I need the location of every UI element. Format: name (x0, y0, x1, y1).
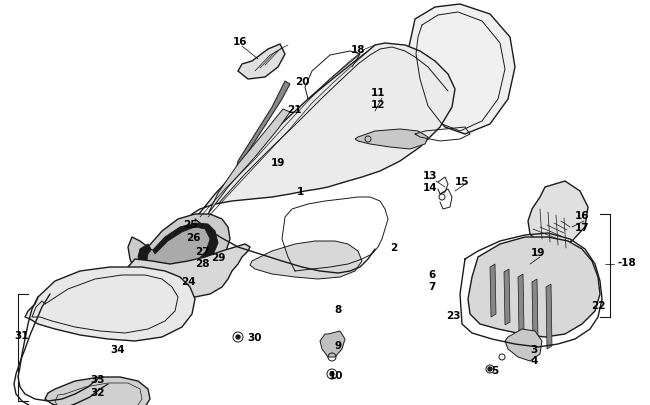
Text: 20: 20 (294, 77, 309, 87)
Polygon shape (208, 110, 290, 215)
Text: 1: 1 (296, 187, 304, 196)
Text: 34: 34 (111, 344, 125, 354)
Text: 8: 8 (334, 304, 342, 314)
Text: 5: 5 (491, 365, 499, 375)
Text: 14: 14 (422, 183, 437, 192)
Polygon shape (408, 5, 515, 135)
Text: 15: 15 (455, 177, 469, 187)
Polygon shape (190, 44, 455, 220)
Polygon shape (250, 241, 362, 279)
Polygon shape (518, 274, 524, 333)
Text: 31: 31 (15, 330, 29, 340)
Text: 2: 2 (391, 243, 398, 252)
Text: 26: 26 (186, 232, 200, 243)
Text: 22: 22 (591, 300, 605, 310)
Polygon shape (490, 264, 496, 317)
Polygon shape (45, 377, 150, 405)
Polygon shape (138, 224, 218, 279)
Text: 30: 30 (248, 332, 262, 342)
Text: -18: -18 (618, 257, 637, 267)
Polygon shape (528, 181, 588, 247)
Text: 19: 19 (271, 158, 285, 168)
Polygon shape (128, 215, 230, 287)
Text: 32: 32 (91, 387, 105, 397)
Polygon shape (320, 331, 345, 357)
Polygon shape (25, 267, 195, 341)
Polygon shape (505, 329, 542, 361)
Circle shape (488, 367, 492, 371)
Text: 18: 18 (351, 45, 365, 55)
Text: 21: 21 (287, 105, 301, 115)
Circle shape (236, 335, 240, 339)
Polygon shape (532, 279, 538, 341)
Text: 11: 11 (370, 88, 385, 98)
Text: 10: 10 (329, 370, 343, 380)
Text: 23: 23 (446, 310, 460, 320)
Text: 24: 24 (181, 276, 195, 286)
Text: 9: 9 (335, 340, 341, 350)
Polygon shape (147, 228, 210, 274)
Circle shape (330, 372, 334, 376)
Text: 27: 27 (195, 246, 209, 256)
Polygon shape (468, 237, 600, 337)
Text: 6: 6 (428, 269, 436, 279)
Text: 4: 4 (530, 355, 538, 365)
Text: 7: 7 (428, 281, 436, 291)
Text: 29: 29 (211, 252, 225, 262)
Polygon shape (504, 269, 510, 325)
Text: 3: 3 (530, 344, 538, 354)
Polygon shape (235, 82, 290, 175)
Text: 17: 17 (575, 222, 590, 232)
Polygon shape (355, 130, 428, 149)
Text: 25: 25 (183, 220, 197, 230)
Polygon shape (546, 284, 552, 349)
Polygon shape (125, 244, 250, 297)
Text: 16: 16 (575, 211, 590, 220)
Text: 28: 28 (195, 258, 209, 269)
Text: 12: 12 (370, 100, 385, 110)
Text: 19: 19 (531, 247, 545, 257)
Polygon shape (238, 45, 285, 80)
Text: 33: 33 (91, 374, 105, 384)
Text: 16: 16 (233, 37, 247, 47)
Text: 13: 13 (422, 171, 437, 181)
